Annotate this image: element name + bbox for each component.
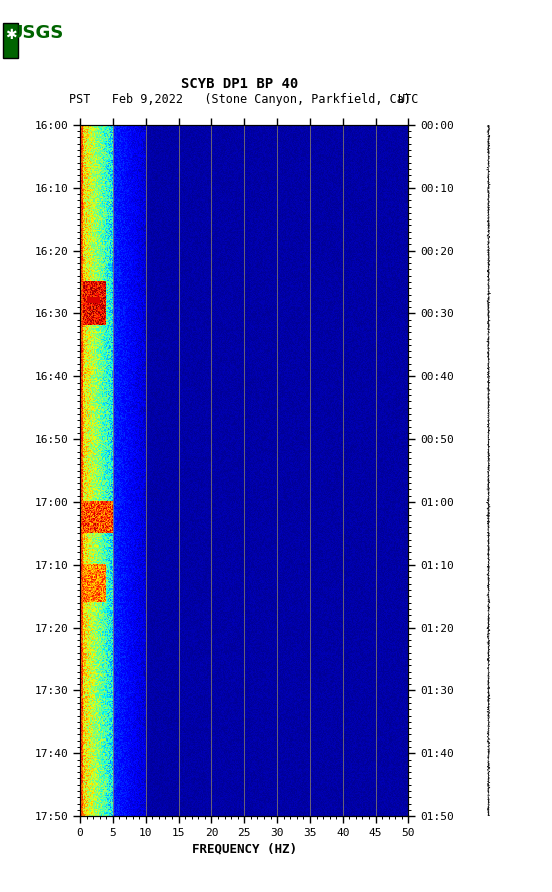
Text: SCYB DP1 BP 40: SCYB DP1 BP 40: [182, 77, 299, 91]
Text: ✱: ✱: [5, 29, 17, 43]
Text: UTC: UTC: [397, 93, 418, 105]
FancyBboxPatch shape: [3, 23, 18, 57]
Text: USGS: USGS: [8, 24, 63, 42]
Text: PST   Feb 9,2022   (Stone Canyon, Parkfield, Ca): PST Feb 9,2022 (Stone Canyon, Parkfield,…: [69, 93, 411, 105]
X-axis label: FREQUENCY (HZ): FREQUENCY (HZ): [192, 842, 297, 855]
